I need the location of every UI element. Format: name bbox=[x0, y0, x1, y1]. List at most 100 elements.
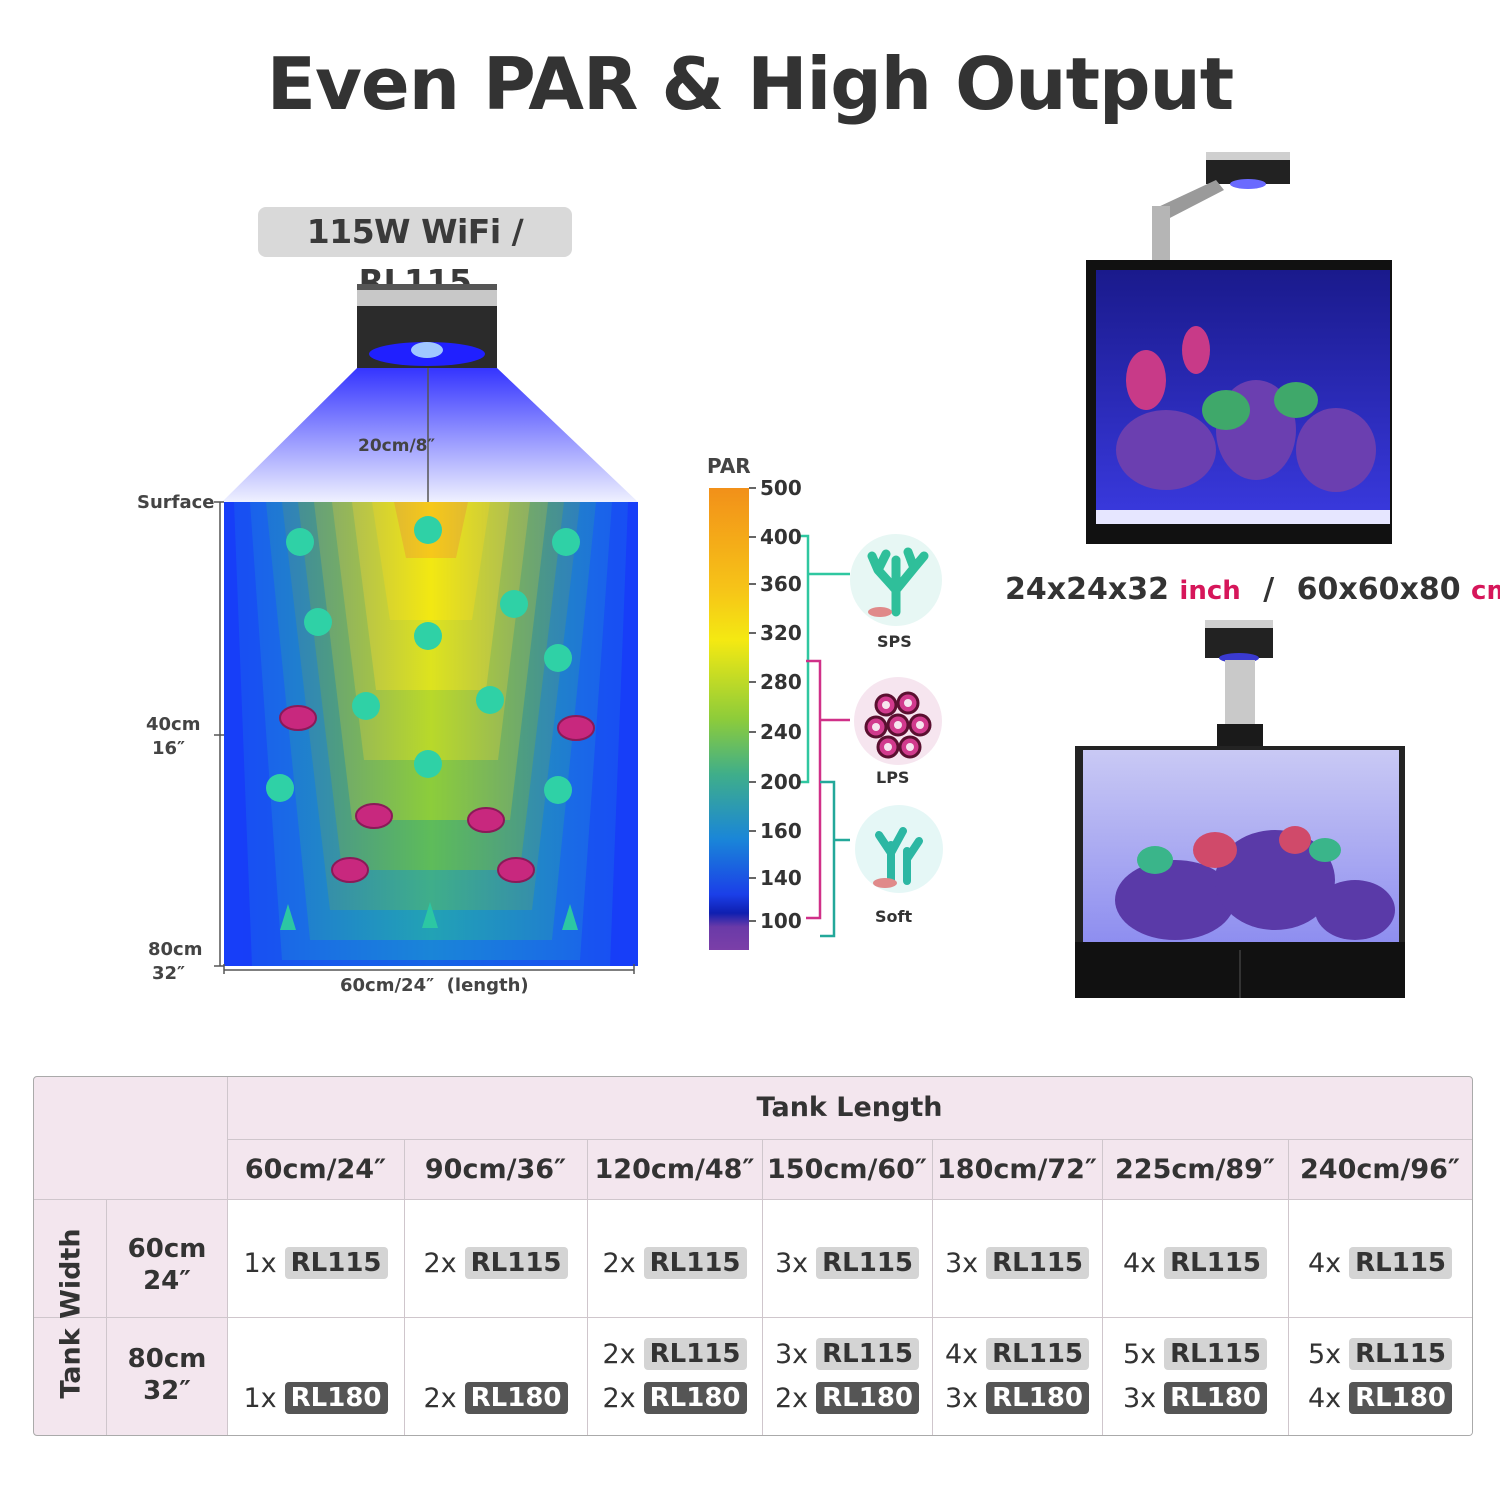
model-chip: RL180 bbox=[643, 1382, 747, 1414]
soft-coral-icons bbox=[280, 902, 578, 930]
table-cell: 2x RL180 bbox=[762, 1381, 932, 1415]
table-cell: 3x RL115 bbox=[932, 1246, 1102, 1280]
surface-label: Surface bbox=[137, 492, 215, 513]
tank-length-header: Tank Length bbox=[756, 1092, 943, 1123]
quantity: 2x bbox=[423, 1382, 457, 1414]
table-cell: 2x RL115 bbox=[404, 1246, 587, 1280]
row-width-in: 32″ bbox=[143, 1376, 191, 1406]
model-chip: RL115 bbox=[643, 1247, 747, 1279]
model-chip: RL115 bbox=[1349, 1247, 1453, 1279]
par-tick: 100 bbox=[760, 909, 802, 933]
depth-mid-cm-label: 40cm bbox=[146, 714, 201, 735]
model-chip: RL115 bbox=[1349, 1338, 1453, 1370]
model-chip: RL115 bbox=[816, 1247, 920, 1279]
par-tick: 240 bbox=[760, 720, 802, 744]
quantity: 5x bbox=[1307, 1338, 1342, 1370]
table-cell: 2x RL180 bbox=[587, 1381, 762, 1415]
quantity: 3x bbox=[944, 1247, 979, 1279]
table-cell: 1x RL115 bbox=[227, 1246, 404, 1280]
model-chip: RL180 bbox=[1164, 1382, 1268, 1414]
row-width-in: 24″ bbox=[143, 1266, 191, 1296]
lps-coral-icon bbox=[854, 677, 942, 765]
model-chip: RL180 bbox=[1349, 1382, 1453, 1414]
row-width-cm: 60cm bbox=[127, 1234, 207, 1264]
quantity: 1x bbox=[243, 1247, 277, 1279]
table-cell: 2x RL115 bbox=[587, 1246, 762, 1280]
par-tick: 160 bbox=[760, 819, 802, 843]
table-cell: 1x RL180 bbox=[227, 1381, 404, 1415]
depth-bottom-in-label: 32″ bbox=[152, 963, 186, 984]
table-cell: 3x RL115 bbox=[762, 1246, 932, 1280]
table-cell: 5x RL115 bbox=[1102, 1337, 1288, 1371]
par-color-scale bbox=[709, 487, 850, 950]
table-cell: 3x RL115 bbox=[762, 1337, 932, 1371]
par-tick: 200 bbox=[760, 770, 802, 794]
dims-cm-unit: cm bbox=[1471, 576, 1500, 606]
table-cell: 4x RL180 bbox=[1288, 1381, 1472, 1415]
dims-separator: / bbox=[1263, 572, 1275, 607]
soft-coral-icon bbox=[855, 805, 943, 893]
par-tick: 360 bbox=[760, 572, 802, 596]
row-width-cm: 80cm bbox=[127, 1344, 207, 1374]
model-chip: RL115 bbox=[464, 1247, 568, 1279]
model-badge: 115W WiFi / RL115 bbox=[258, 207, 572, 301]
par-tick: 500 bbox=[760, 476, 802, 500]
model-chip: RL180 bbox=[816, 1382, 920, 1414]
quantity: 1x bbox=[243, 1382, 277, 1414]
quantity: 4x bbox=[1122, 1247, 1157, 1279]
quantity: 4x bbox=[1307, 1382, 1342, 1414]
model-chip: RL180 bbox=[986, 1382, 1090, 1414]
aquarium-photo-2 bbox=[1075, 620, 1405, 998]
column-header: 60cm/24″ bbox=[244, 1154, 387, 1185]
par-tick: 280 bbox=[760, 670, 802, 694]
quantity: 2x bbox=[423, 1247, 457, 1279]
lps-label: LPS bbox=[876, 768, 910, 787]
dims-inch-value: 24x24x32 bbox=[1005, 572, 1169, 607]
sps-coral-icons bbox=[266, 516, 580, 804]
table-cell: 2x RL180 bbox=[404, 1381, 587, 1415]
table-cell: 4x RL115 bbox=[1288, 1246, 1472, 1280]
table-cell: 2x RL115 bbox=[587, 1337, 762, 1371]
quantity: 3x bbox=[1122, 1382, 1157, 1414]
model-chip: RL115 bbox=[1164, 1338, 1268, 1370]
par-tick: 400 bbox=[760, 525, 802, 549]
lps-coral-icons bbox=[279, 705, 595, 883]
quantity: 2x bbox=[602, 1382, 636, 1414]
table-cell: 5x RL115 bbox=[1288, 1337, 1472, 1371]
table-cell: 3x RL180 bbox=[1102, 1381, 1288, 1415]
model-chip: RL115 bbox=[643, 1338, 747, 1370]
mount-height-label: 20cm/8″ bbox=[358, 436, 436, 456]
tank-width-header: Tank Width bbox=[55, 1228, 87, 1399]
depth-bottom-cm-label: 80cm bbox=[148, 939, 203, 960]
model-chip: RL115 bbox=[284, 1247, 388, 1279]
par-tick: 140 bbox=[760, 866, 802, 890]
tank-dimensions: 24x24x32 inch / 60x60x80 cm bbox=[1005, 572, 1500, 607]
quantity: 3x bbox=[944, 1382, 979, 1414]
table-cell: 4x RL115 bbox=[932, 1337, 1102, 1371]
quantity: 4x bbox=[944, 1338, 979, 1370]
depth-mid-in-label: 16″ bbox=[152, 738, 186, 759]
quantity: 2x bbox=[602, 1338, 636, 1370]
model-chip: RL180 bbox=[464, 1382, 568, 1414]
par-tick: 320 bbox=[760, 621, 802, 645]
par-scale-title: PAR bbox=[707, 454, 751, 478]
column-header: 90cm/36″ bbox=[424, 1154, 567, 1185]
quantity: 3x bbox=[774, 1247, 809, 1279]
column-header: 120cm/48″ bbox=[594, 1154, 755, 1185]
column-header: 225cm/89″ bbox=[1115, 1154, 1275, 1185]
table-cell: 4x RL115 bbox=[1102, 1246, 1288, 1280]
sps-coral-icon bbox=[850, 534, 942, 626]
model-chip: RL115 bbox=[986, 1247, 1090, 1279]
light-fixture-icon bbox=[357, 284, 497, 368]
column-header: 240cm/96″ bbox=[1300, 1154, 1460, 1185]
model-chip: RL115 bbox=[1164, 1247, 1268, 1279]
length-label: 60cm/24″ (length) bbox=[340, 975, 529, 996]
page-title: Even PAR & High Output bbox=[266, 42, 1234, 126]
par-diagram bbox=[214, 284, 638, 974]
model-chip: RL115 bbox=[986, 1338, 1090, 1370]
column-header: 180cm/72″ bbox=[937, 1154, 1097, 1185]
row-header-80: 80cm 32″ bbox=[107, 1343, 227, 1407]
quantity: 2x bbox=[774, 1382, 809, 1414]
column-header: 150cm/60″ bbox=[767, 1154, 927, 1185]
quantity: 5x bbox=[1122, 1338, 1157, 1370]
